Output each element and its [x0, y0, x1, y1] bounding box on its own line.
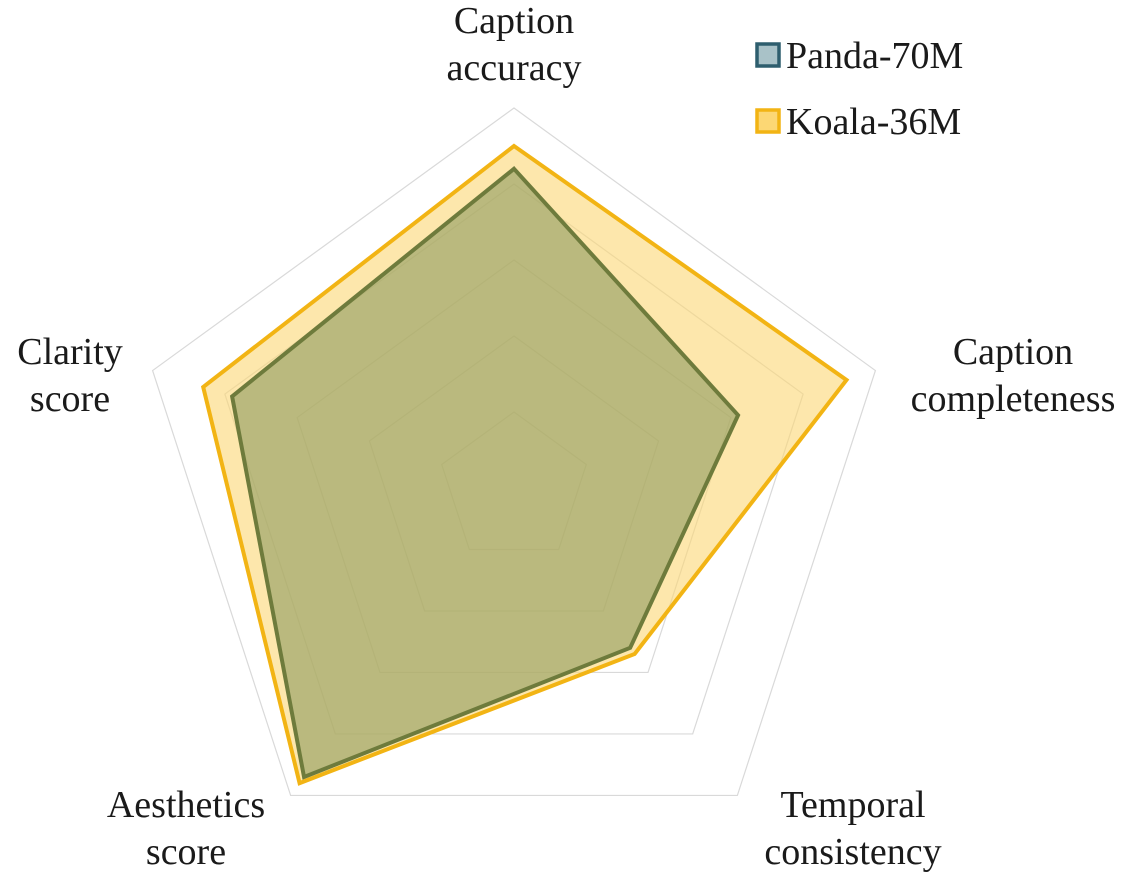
grid-ring-5 — [151, 107, 877, 797]
legend-swatch-koala-36m — [755, 108, 781, 134]
legend-label-koala-36m: Koala-36M — [786, 101, 961, 143]
legend-swatch-panda-70m — [755, 42, 781, 68]
axis-label-2: Temporal consistency — [764, 784, 941, 873]
axis-label-3-line-1: score — [146, 831, 226, 873]
axis-label-0-line-1: accuracy — [447, 47, 582, 89]
axis-label-4-line-0: Clarity — [17, 331, 123, 373]
series-panda-70m — [229, 166, 741, 780]
axis-labels: Caption accuracy Caption completeness Tempor… — [17, 0, 1115, 873]
legend: Panda-70M Koala-36M — [755, 35, 963, 143]
axis-label-2-line-0: Temporal — [780, 784, 925, 826]
axis-label-1-line-1: completeness — [911, 378, 1116, 420]
axis-label-3-line-0: Aesthetics — [107, 784, 265, 826]
axis-label-1: Caption completeness — [911, 331, 1116, 420]
legend-label-panda-70m: Panda-70M — [786, 35, 963, 77]
axis-label-2-line-1: consistency — [764, 831, 941, 873]
axis-label-1-line-0: Caption — [953, 331, 1073, 373]
axis-label-3: Aesthetics score — [107, 784, 265, 873]
axis-label-4-line-1: score — [30, 378, 110, 420]
axis-label-4: Clarity score — [17, 331, 123, 420]
series-area-panda-70m — [229, 166, 741, 780]
axis-label-0: Caption accuracy — [447, 0, 582, 89]
axis-label-0-line-0: Caption — [454, 0, 574, 42]
